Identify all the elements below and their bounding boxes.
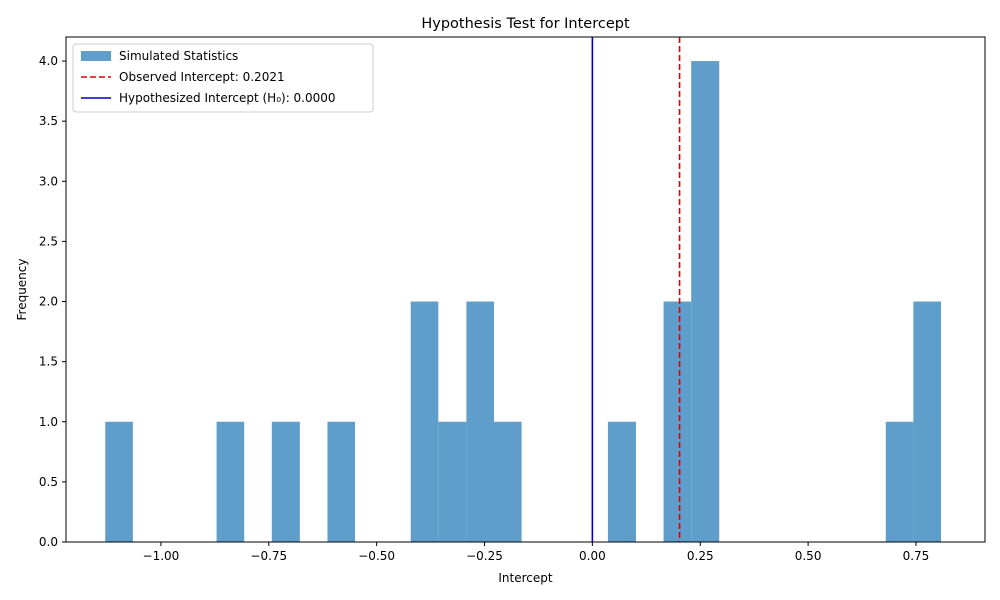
histogram-bar <box>216 421 245 542</box>
legend-label-observed: Observed Intercept: 0.2021 <box>119 70 285 84</box>
legend-swatch-simulated <box>81 51 111 61</box>
x-tick-label: 0.00 <box>579 549 606 563</box>
histogram-bar <box>410 301 439 542</box>
histogram-bar <box>438 421 467 542</box>
y-tick-label: 3.5 <box>39 114 58 128</box>
histogram-bar <box>271 421 300 542</box>
y-tick-label: 1.5 <box>39 355 58 369</box>
y-tick-label: 2.0 <box>39 295 58 309</box>
histogram-bar <box>885 421 914 542</box>
y-tick-label: 0.5 <box>39 475 58 489</box>
y-axis-ticks: 0.0 0.5 1.0 1.5 2.0 2.5 3.0 3.5 4.0 <box>39 54 66 549</box>
y-tick-label: 3.0 <box>39 174 58 188</box>
x-tick-label: −0.25 <box>466 549 503 563</box>
histogram-bar <box>691 61 720 543</box>
legend-box <box>72 43 374 113</box>
x-tick-label: −1.00 <box>143 549 180 563</box>
y-tick-label: 2.5 <box>39 234 58 248</box>
y-tick-label: 4.0 <box>39 54 58 68</box>
legend: Simulated Statistics Observed Intercept:… <box>72 43 374 113</box>
histogram-bar <box>327 421 356 542</box>
plot-frame <box>65 36 986 543</box>
bars-group <box>105 61 941 543</box>
chart-title: Hypothesis Test for Intercept <box>421 16 630 32</box>
histogram-bar <box>466 301 495 542</box>
reference-lines-group <box>591 37 681 542</box>
histogram-bar <box>105 421 133 542</box>
histogram-bar <box>913 301 941 542</box>
legend-label-hypothesized: Hypothesized Intercept (H₀): 0.0000 <box>119 91 336 105</box>
x-tick-label: −0.50 <box>358 549 395 563</box>
histogram-bar <box>607 421 636 542</box>
x-tick-label: −0.75 <box>250 549 287 563</box>
y-tick-label: 0.0 <box>39 535 58 549</box>
y-axis-label: Frequency <box>15 259 29 321</box>
x-tick-label: 0.25 <box>687 549 714 563</box>
x-axis-label: Intercept <box>498 571 553 585</box>
y-tick-label: 1.0 <box>39 415 58 429</box>
x-tick-label: 0.50 <box>795 549 822 563</box>
legend-label-simulated: Simulated Statistics <box>119 49 238 63</box>
x-axis-ticks: −1.00 −0.75 −0.50 −0.25 0.00 0.25 0.50 0.75 <box>143 542 930 563</box>
x-tick-label: 0.75 <box>903 549 930 563</box>
histogram-bar <box>494 421 522 542</box>
histogram-bar <box>663 301 692 542</box>
